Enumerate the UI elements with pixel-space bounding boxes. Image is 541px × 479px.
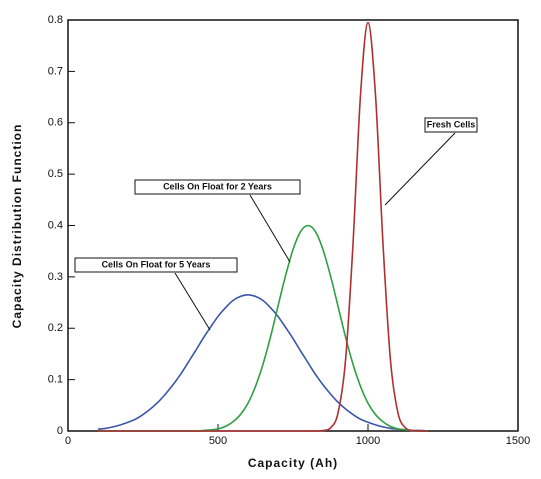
series-label: Cells On Float for 2 Years — [163, 181, 272, 191]
leader-line — [384, 132, 456, 206]
y-tick-label: 0.3 — [48, 271, 63, 283]
x-axis-title: Capacity (Ah) — [248, 456, 338, 470]
x-tick-label: 1500 — [506, 435, 530, 447]
series-line — [97, 294, 429, 432]
y-tick-label: 0.6 — [48, 117, 63, 129]
series-label: Cells On Float for 5 Years — [102, 259, 211, 269]
y-axis-title: Capacity Distribution Function — [10, 124, 24, 329]
y-tick-label: 0.4 — [48, 219, 63, 231]
leader-line — [249, 194, 291, 263]
y-tick-label: 0 — [57, 425, 63, 437]
series-label: Fresh Cells — [427, 119, 476, 129]
y-tick-label: 0.1 — [48, 374, 63, 386]
label-box — [424, 117, 478, 133]
x-tick-label: 1000 — [356, 435, 380, 447]
x-tick-label: 0 — [65, 435, 71, 447]
series-line — [98, 224, 429, 432]
series-line — [98, 21, 429, 432]
y-tick-label: 0.8 — [48, 14, 63, 26]
label-box — [74, 257, 238, 273]
plot-frame — [67, 19, 519, 432]
y-tick-label: 0.7 — [48, 65, 63, 77]
y-tick-label: 0.2 — [48, 322, 63, 334]
label-box — [134, 179, 301, 195]
leader-line — [174, 272, 211, 331]
y-tick-label: 0.5 — [48, 168, 63, 180]
x-tick-label: 500 — [209, 435, 227, 447]
